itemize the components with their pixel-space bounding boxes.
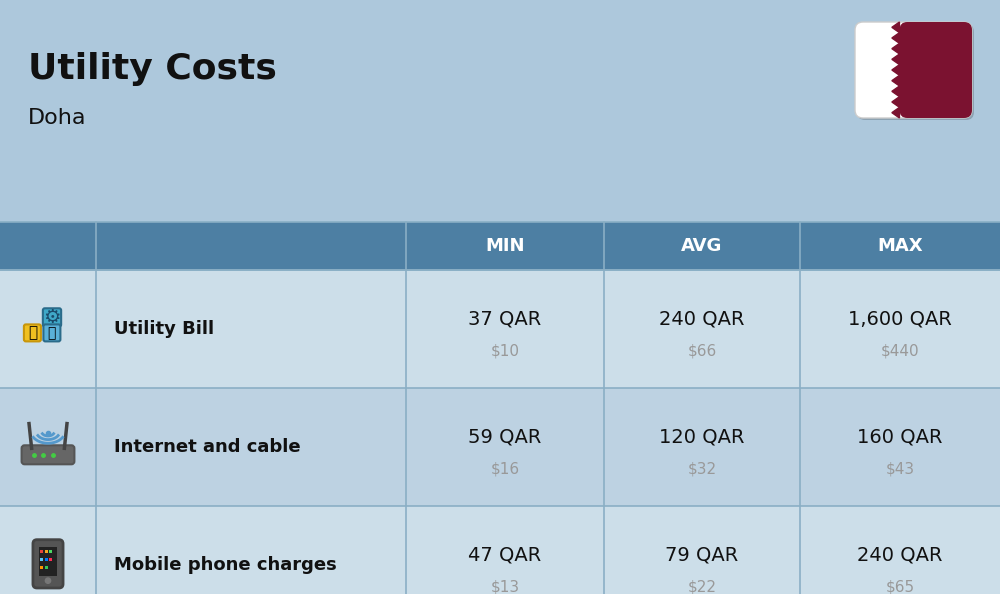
Text: 240 QAR: 240 QAR [857, 545, 943, 564]
FancyBboxPatch shape [857, 24, 974, 120]
Bar [0, 506, 1000, 594]
Text: 160 QAR: 160 QAR [857, 428, 943, 447]
Bar [40, 550, 43, 554]
FancyBboxPatch shape [24, 324, 41, 342]
FancyBboxPatch shape [33, 540, 63, 588]
Text: $43: $43 [885, 462, 915, 476]
Polygon shape [892, 97, 899, 108]
Bar [0, 270, 1000, 388]
Bar [49, 550, 52, 554]
Polygon shape [892, 43, 899, 54]
Text: 240 QAR: 240 QAR [659, 309, 745, 328]
Text: $13: $13 [490, 580, 520, 594]
Text: Utility Bill: Utility Bill [114, 320, 214, 338]
Polygon shape [892, 22, 899, 33]
Polygon shape [892, 65, 899, 75]
Bar [45, 550, 48, 554]
Bar [49, 558, 52, 561]
Text: Doha: Doha [28, 108, 87, 128]
Polygon shape [892, 54, 899, 65]
FancyBboxPatch shape [43, 308, 61, 327]
Text: 47 QAR: 47 QAR [468, 545, 542, 564]
Bar [45, 566, 48, 569]
FancyBboxPatch shape [22, 446, 74, 465]
Text: $10: $10 [490, 343, 520, 359]
Polygon shape [892, 75, 899, 86]
Text: 1,600 QAR: 1,600 QAR [848, 309, 952, 328]
Text: $32: $32 [687, 462, 717, 476]
Bar [40, 558, 43, 561]
Text: $65: $65 [885, 580, 915, 594]
Text: 🔌: 🔌 [28, 326, 37, 340]
Text: Utility Costs: Utility Costs [28, 52, 277, 86]
Bar [0, 222, 1000, 270]
FancyBboxPatch shape [899, 22, 972, 118]
Text: AVG: AVG [681, 237, 723, 255]
Text: $16: $16 [490, 462, 520, 476]
Bar [39, 547, 57, 576]
Bar [40, 566, 43, 569]
Text: 59 QAR: 59 QAR [468, 428, 542, 447]
Bar [0, 388, 1000, 506]
Polygon shape [892, 108, 899, 118]
Text: Mobile phone charges: Mobile phone charges [114, 556, 337, 574]
Text: MAX: MAX [877, 237, 923, 255]
FancyBboxPatch shape [43, 324, 60, 342]
Polygon shape [892, 33, 899, 43]
Text: Internet and cable: Internet and cable [114, 438, 301, 456]
Text: 79 QAR: 79 QAR [665, 545, 739, 564]
Text: $66: $66 [687, 343, 717, 359]
Text: $22: $22 [688, 580, 716, 594]
Text: MIN: MIN [485, 237, 525, 255]
Bar [45, 558, 48, 561]
Circle shape [45, 578, 51, 583]
FancyBboxPatch shape [855, 22, 972, 118]
Text: $440: $440 [881, 343, 919, 359]
Polygon shape [892, 86, 899, 97]
Text: 🚿: 🚿 [48, 326, 56, 340]
Text: 120 QAR: 120 QAR [659, 428, 745, 447]
Text: ⚙: ⚙ [43, 308, 61, 327]
Text: 37 QAR: 37 QAR [468, 309, 542, 328]
